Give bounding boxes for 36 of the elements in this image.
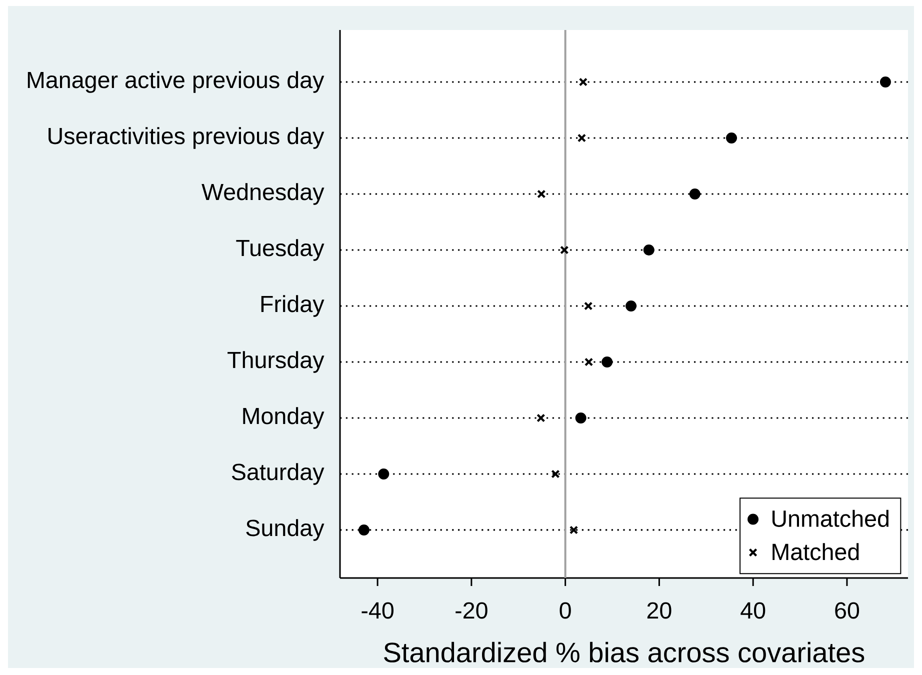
x-tick-label: 20 (647, 602, 672, 619)
y-tick-label: Manager active previous day (28, 71, 324, 93)
point (578, 78, 588, 86)
legend-label: Matched (772, 543, 859, 560)
point (577, 134, 586, 142)
point (643, 244, 654, 256)
point (378, 468, 390, 480)
legend-label: Unmatched (772, 510, 888, 527)
point (584, 358, 594, 366)
point (560, 246, 569, 254)
point (537, 190, 546, 198)
y-tick-label: Friday (261, 295, 324, 317)
y-tick-label: Wednesday (202, 183, 324, 205)
point (584, 302, 593, 310)
point (880, 76, 891, 88)
x-tick-label: 40 (740, 602, 766, 619)
y-tick-label: Tuesday (236, 239, 324, 261)
point (358, 524, 370, 536)
point (551, 470, 560, 478)
y-tick-label: Useractivities previous day (48, 127, 324, 149)
x-tick-label: 60 (835, 602, 860, 619)
y-tick-label: Monday (243, 407, 324, 429)
point (575, 412, 586, 424)
point (689, 188, 700, 200)
x-tick-label: -40 (362, 602, 394, 619)
x-tick-label: 0 (560, 602, 571, 619)
point (602, 356, 613, 368)
point (569, 526, 578, 534)
point (536, 414, 546, 422)
y-tick-label: Thursday (228, 351, 324, 373)
point (726, 132, 737, 144)
x-tick-label: -20 (456, 602, 488, 619)
y-tick-label: Saturday (232, 463, 324, 485)
x-axis-title: Standardized % bias across covariates (384, 642, 864, 662)
y-tick-label: Sunday (246, 519, 324, 541)
point (626, 300, 637, 312)
